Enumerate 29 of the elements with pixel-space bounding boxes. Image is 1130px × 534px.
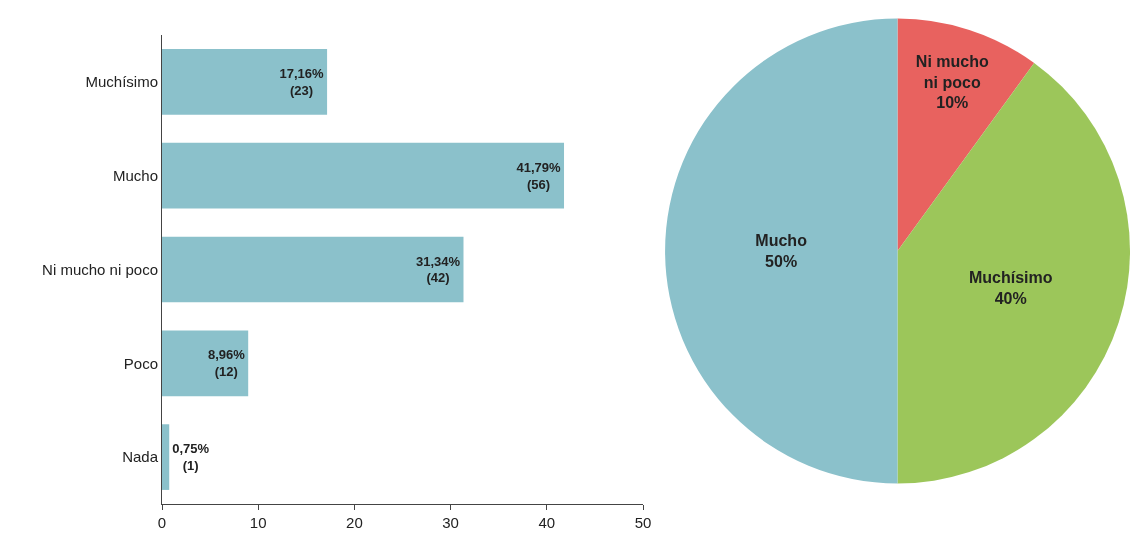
bar	[162, 330, 249, 397]
x-tick-label: 20	[346, 514, 363, 531]
x-tick-label: 40	[538, 514, 556, 531]
slice-label: Muchísimo	[968, 268, 1053, 286]
x-tick-label: 10	[249, 514, 267, 531]
data-label: 41,79% (56)	[516, 159, 562, 192]
y-tick-label: Ni mucho ni poco	[42, 260, 158, 278]
bar	[162, 142, 565, 209]
x-tick-label: 50	[634, 514, 652, 531]
x-tick-label: 30	[442, 514, 459, 531]
data-label: 31,34% (42)	[415, 253, 461, 286]
y-tick-label: Poco	[123, 354, 158, 372]
y-tick-label: Muchísimo	[85, 73, 158, 91]
pie-slice	[665, 18, 898, 484]
slice-label: Mucho	[755, 232, 808, 250]
data-label: 8,96% (12)	[207, 347, 246, 380]
data-label: 17,16% (23)	[279, 65, 325, 98]
data-label: 10%	[936, 94, 969, 112]
x-tick-label: 0	[157, 514, 167, 531]
pie-slice	[897, 18, 1035, 251]
y-tick-label: Nada	[122, 448, 159, 466]
data-label: 40%	[994, 289, 1027, 307]
data-label: 0,75% (1)	[172, 441, 210, 474]
bar	[162, 236, 464, 303]
y-tick-label: Mucho	[112, 166, 158, 184]
slice-label: Ni mucho ni poco	[915, 52, 989, 91]
bar	[162, 49, 328, 115]
data-label: 50%	[765, 252, 798, 270]
bar	[162, 424, 170, 490]
